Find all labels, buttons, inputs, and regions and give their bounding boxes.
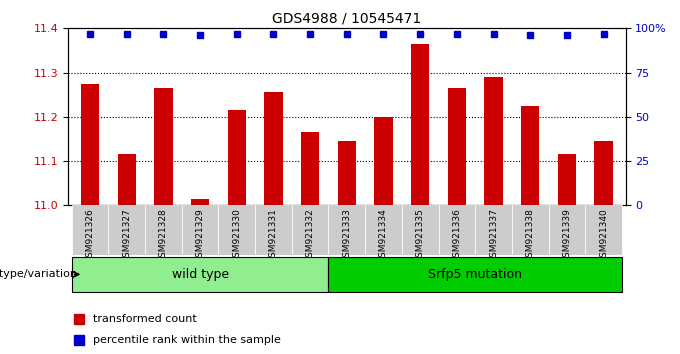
Text: GSM921332: GSM921332 (305, 208, 315, 263)
Bar (228, 110, 246, 205)
FancyBboxPatch shape (71, 205, 108, 255)
Bar (374, 117, 392, 205)
Bar (411, 44, 429, 205)
Bar (191, 199, 209, 205)
FancyBboxPatch shape (365, 205, 402, 255)
FancyBboxPatch shape (71, 257, 328, 292)
Text: GSM921333: GSM921333 (342, 208, 352, 263)
Text: GSM921327: GSM921327 (122, 208, 131, 263)
FancyBboxPatch shape (255, 205, 292, 255)
FancyBboxPatch shape (585, 205, 622, 255)
Text: wild type: wild type (171, 268, 228, 281)
Text: GSM921338: GSM921338 (526, 208, 534, 263)
FancyBboxPatch shape (512, 205, 549, 255)
FancyBboxPatch shape (108, 205, 145, 255)
Text: transformed count: transformed count (93, 314, 197, 324)
FancyBboxPatch shape (292, 205, 328, 255)
Bar (594, 141, 613, 205)
Bar (265, 92, 283, 205)
FancyBboxPatch shape (182, 205, 218, 255)
Text: GSM921330: GSM921330 (233, 208, 241, 263)
Title: GDS4988 / 10545471: GDS4988 / 10545471 (272, 12, 422, 26)
FancyBboxPatch shape (328, 257, 622, 292)
Bar (338, 141, 356, 205)
FancyBboxPatch shape (145, 205, 182, 255)
Bar (558, 154, 576, 205)
Text: percentile rank within the sample: percentile rank within the sample (93, 335, 281, 345)
FancyBboxPatch shape (439, 205, 475, 255)
Bar (154, 88, 173, 205)
Bar (118, 154, 136, 205)
Text: GSM921335: GSM921335 (415, 208, 425, 263)
Text: GSM921337: GSM921337 (489, 208, 498, 263)
Bar (447, 88, 466, 205)
Text: GSM921334: GSM921334 (379, 208, 388, 263)
FancyBboxPatch shape (402, 205, 439, 255)
Bar (81, 84, 99, 205)
Text: GSM921329: GSM921329 (196, 208, 205, 263)
Text: genotype/variation: genotype/variation (0, 269, 78, 279)
Text: GSM921336: GSM921336 (452, 208, 461, 263)
FancyBboxPatch shape (328, 205, 365, 255)
FancyBboxPatch shape (218, 205, 255, 255)
FancyBboxPatch shape (549, 205, 585, 255)
Bar (301, 132, 320, 205)
Text: GSM921328: GSM921328 (159, 208, 168, 263)
Text: Srfp5 mutation: Srfp5 mutation (428, 268, 522, 281)
Text: GSM921339: GSM921339 (562, 208, 571, 263)
Text: GSM921331: GSM921331 (269, 208, 278, 263)
Bar (484, 77, 503, 205)
FancyBboxPatch shape (475, 205, 512, 255)
Text: GSM921340: GSM921340 (599, 208, 608, 263)
Text: GSM921326: GSM921326 (86, 208, 95, 263)
Bar (521, 106, 539, 205)
